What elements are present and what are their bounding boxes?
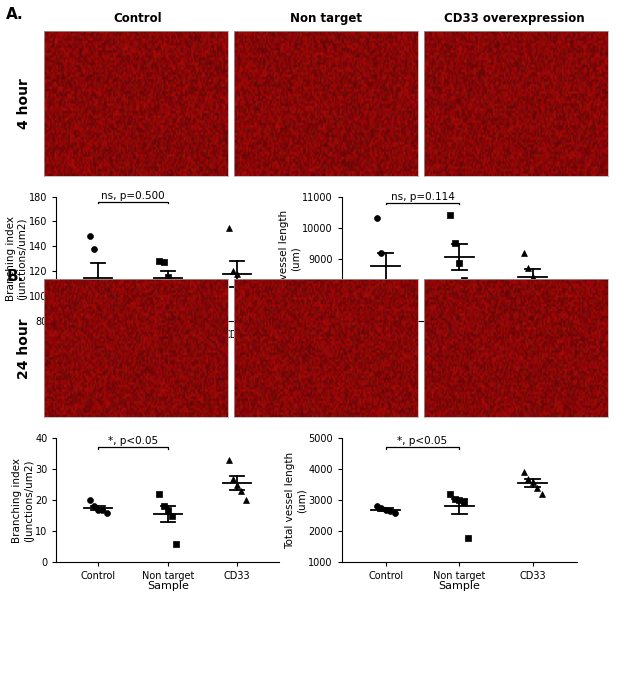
Y-axis label: Total vessel length
(um): Total vessel length (um) [285, 452, 307, 549]
X-axis label: Sample: Sample [147, 582, 189, 591]
Text: Control: Control [113, 12, 162, 26]
Point [241, 297, 251, 308]
Point [93, 290, 103, 302]
Point [381, 504, 391, 515]
Point [450, 237, 460, 248]
Point [85, 231, 95, 242]
Point [162, 272, 172, 283]
Point [228, 473, 238, 484]
Point [85, 495, 95, 506]
Point [459, 275, 469, 286]
Point [159, 257, 169, 268]
Point [376, 247, 386, 258]
Point [381, 279, 391, 290]
Point [385, 506, 395, 517]
Point [162, 504, 172, 515]
Point [524, 473, 534, 484]
Text: *, p<0.05: *, p<0.05 [108, 437, 158, 446]
Point [385, 281, 395, 292]
Point [524, 262, 534, 273]
Text: Non target: Non target [290, 12, 362, 26]
Point [454, 258, 464, 269]
Point [519, 466, 529, 477]
Point [97, 504, 107, 515]
Point [445, 489, 455, 500]
Point [228, 266, 238, 277]
Point [454, 495, 464, 506]
Point [159, 501, 169, 512]
Text: A.: A. [6, 7, 24, 22]
Point [236, 486, 246, 497]
Point [93, 504, 103, 515]
Point [372, 213, 382, 224]
Point [459, 496, 469, 507]
Text: 4 hour: 4 hour [17, 78, 31, 129]
Text: *, p<0.05: *, p<0.05 [398, 437, 448, 446]
Point [89, 244, 99, 255]
Text: CD33 overexpression: CD33 overexpression [444, 12, 584, 26]
X-axis label: Sample: Sample [438, 340, 480, 350]
Point [236, 289, 246, 300]
Point [389, 507, 399, 518]
Point [241, 495, 251, 506]
Point [171, 295, 181, 306]
Text: ns, p=0.500: ns, p=0.500 [101, 190, 165, 201]
Point [537, 299, 547, 310]
Text: 24 hour: 24 hour [17, 318, 31, 379]
Point [224, 222, 234, 233]
Y-axis label: Branching index
(junctions/um2): Branching index (junctions/um2) [6, 216, 28, 302]
Point [532, 278, 542, 289]
Point [171, 538, 181, 549]
Point [102, 507, 112, 518]
Point [232, 268, 242, 279]
Point [528, 272, 538, 283]
Point [450, 493, 460, 504]
Point [376, 502, 386, 513]
Text: ns, p=0.114: ns, p=0.114 [391, 192, 455, 202]
Point [232, 479, 242, 490]
Point [89, 501, 99, 512]
Y-axis label: Total vessel length
(um): Total vessel length (um) [279, 210, 301, 307]
Point [519, 247, 529, 258]
Point [167, 511, 177, 522]
Point [97, 292, 107, 303]
Point [372, 501, 382, 512]
Y-axis label: Branching index
(Junctions/um2): Branching index (Junctions/um2) [12, 457, 34, 543]
Point [463, 532, 473, 543]
Point [154, 256, 164, 267]
Point [532, 482, 542, 493]
Point [537, 489, 547, 500]
Point [167, 284, 177, 295]
Point [389, 283, 399, 294]
X-axis label: Sample: Sample [147, 340, 189, 350]
Point [528, 476, 538, 487]
Point [445, 210, 455, 221]
Point [154, 489, 164, 500]
Text: B.: B. [6, 269, 24, 284]
Point [102, 306, 112, 317]
Point [463, 278, 473, 289]
X-axis label: Sample: Sample [438, 582, 480, 591]
Point [224, 454, 234, 465]
